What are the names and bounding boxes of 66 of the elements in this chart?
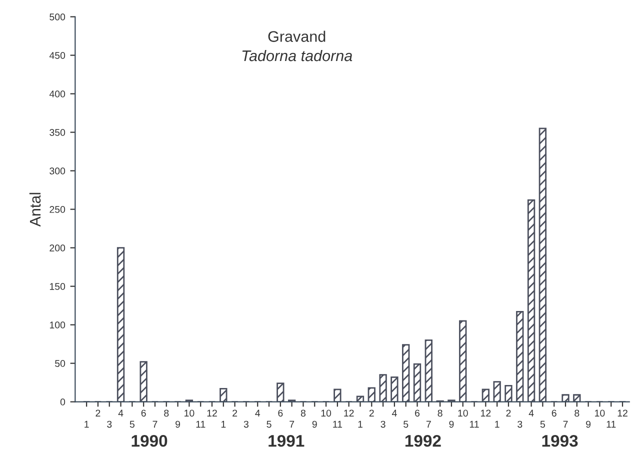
x-tick-label: 3 (244, 420, 248, 428)
x-tick-label: 11 (606, 420, 616, 428)
x-tick-label: 5 (266, 420, 272, 428)
x-tick-label: 5 (130, 420, 134, 428)
x-tick-label: 11 (333, 420, 342, 428)
x-tick-label: 7 (563, 420, 568, 428)
x-tick-label: 2 (96, 410, 100, 416)
y-tick-label: 300 (50, 168, 66, 174)
x-tick-label: 12 (481, 410, 491, 416)
y-tick-label: 450 (49, 52, 66, 59)
x-tick-label: 7 (290, 420, 294, 428)
x-tick-label: 10 (595, 410, 605, 417)
x-tick-label: 6 (552, 410, 556, 417)
x-tick-label: 4 (255, 410, 260, 416)
y-tick-label: 100 (50, 322, 66, 328)
x-tick-label: 8 (164, 410, 169, 417)
x-tick-label: 4 (392, 410, 397, 416)
y-tick-label: 50 (55, 360, 66, 367)
text: Tadorna tadorna (242, 50, 352, 62)
x-tick-label: 3 (518, 420, 522, 428)
x-tick-label: 7 (426, 420, 431, 428)
x-tick-label: 5 (404, 420, 408, 428)
x-tick-label: 8 (574, 410, 580, 417)
text: 1991 (268, 434, 304, 447)
x-tick-label: 3 (380, 420, 386, 428)
x-tick-label: 8 (438, 410, 442, 417)
x-tick-label: 3 (107, 420, 112, 428)
x-tick-label: 11 (196, 420, 206, 428)
x-tick-label: 9 (176, 420, 180, 428)
x-tick-label: 9 (312, 420, 317, 428)
x-tick-label: 9 (586, 420, 591, 428)
x-tick-label: 4 (528, 410, 534, 416)
x-tick-label: 6 (141, 410, 146, 417)
x-tick-label: 8 (300, 410, 306, 417)
y-tick-label: 200 (50, 244, 66, 252)
y-tick-label: 400 (49, 90, 66, 98)
x-tick-label: 6 (278, 410, 283, 417)
y-tick-label: 350 (50, 129, 66, 136)
x-tick-label: 2 (232, 410, 238, 416)
x-tick-label: 7 (152, 420, 158, 428)
x-tick-label: 5 (540, 420, 545, 428)
text: Gravand (268, 30, 326, 42)
text: 1993 (542, 434, 578, 447)
x-tick-label: 10 (321, 410, 332, 417)
y-tick-label: 150 (50, 283, 66, 290)
x-tick-label: 12 (207, 410, 217, 416)
x-tick-label: 10 (184, 410, 194, 417)
x-tick-label: 4 (118, 410, 124, 416)
y-tick-label: 0 (60, 398, 66, 406)
x-tick-label: 11 (470, 420, 479, 428)
x-tick-label: 12 (344, 410, 354, 416)
y-tick-label: 500 (50, 13, 66, 20)
x-tick-label: 9 (449, 420, 454, 428)
x-tick-label: 12 (618, 410, 628, 416)
x-tick-label: 1 (358, 420, 362, 428)
x-tick-label: 1 (84, 420, 89, 428)
text: 1990 (132, 434, 168, 447)
text: 1992 (405, 434, 441, 447)
y-axis-title: Antal (29, 192, 41, 227)
x-tick-label: 1 (495, 420, 500, 428)
x-tick-label: 2 (506, 410, 511, 416)
x-tick-label: 6 (415, 410, 420, 417)
y-tick-label: 250 (50, 206, 66, 213)
x-tick-label: 10 (458, 410, 468, 417)
x-tick-label: 2 (369, 410, 374, 416)
x-tick-label: 1 (221, 420, 226, 428)
